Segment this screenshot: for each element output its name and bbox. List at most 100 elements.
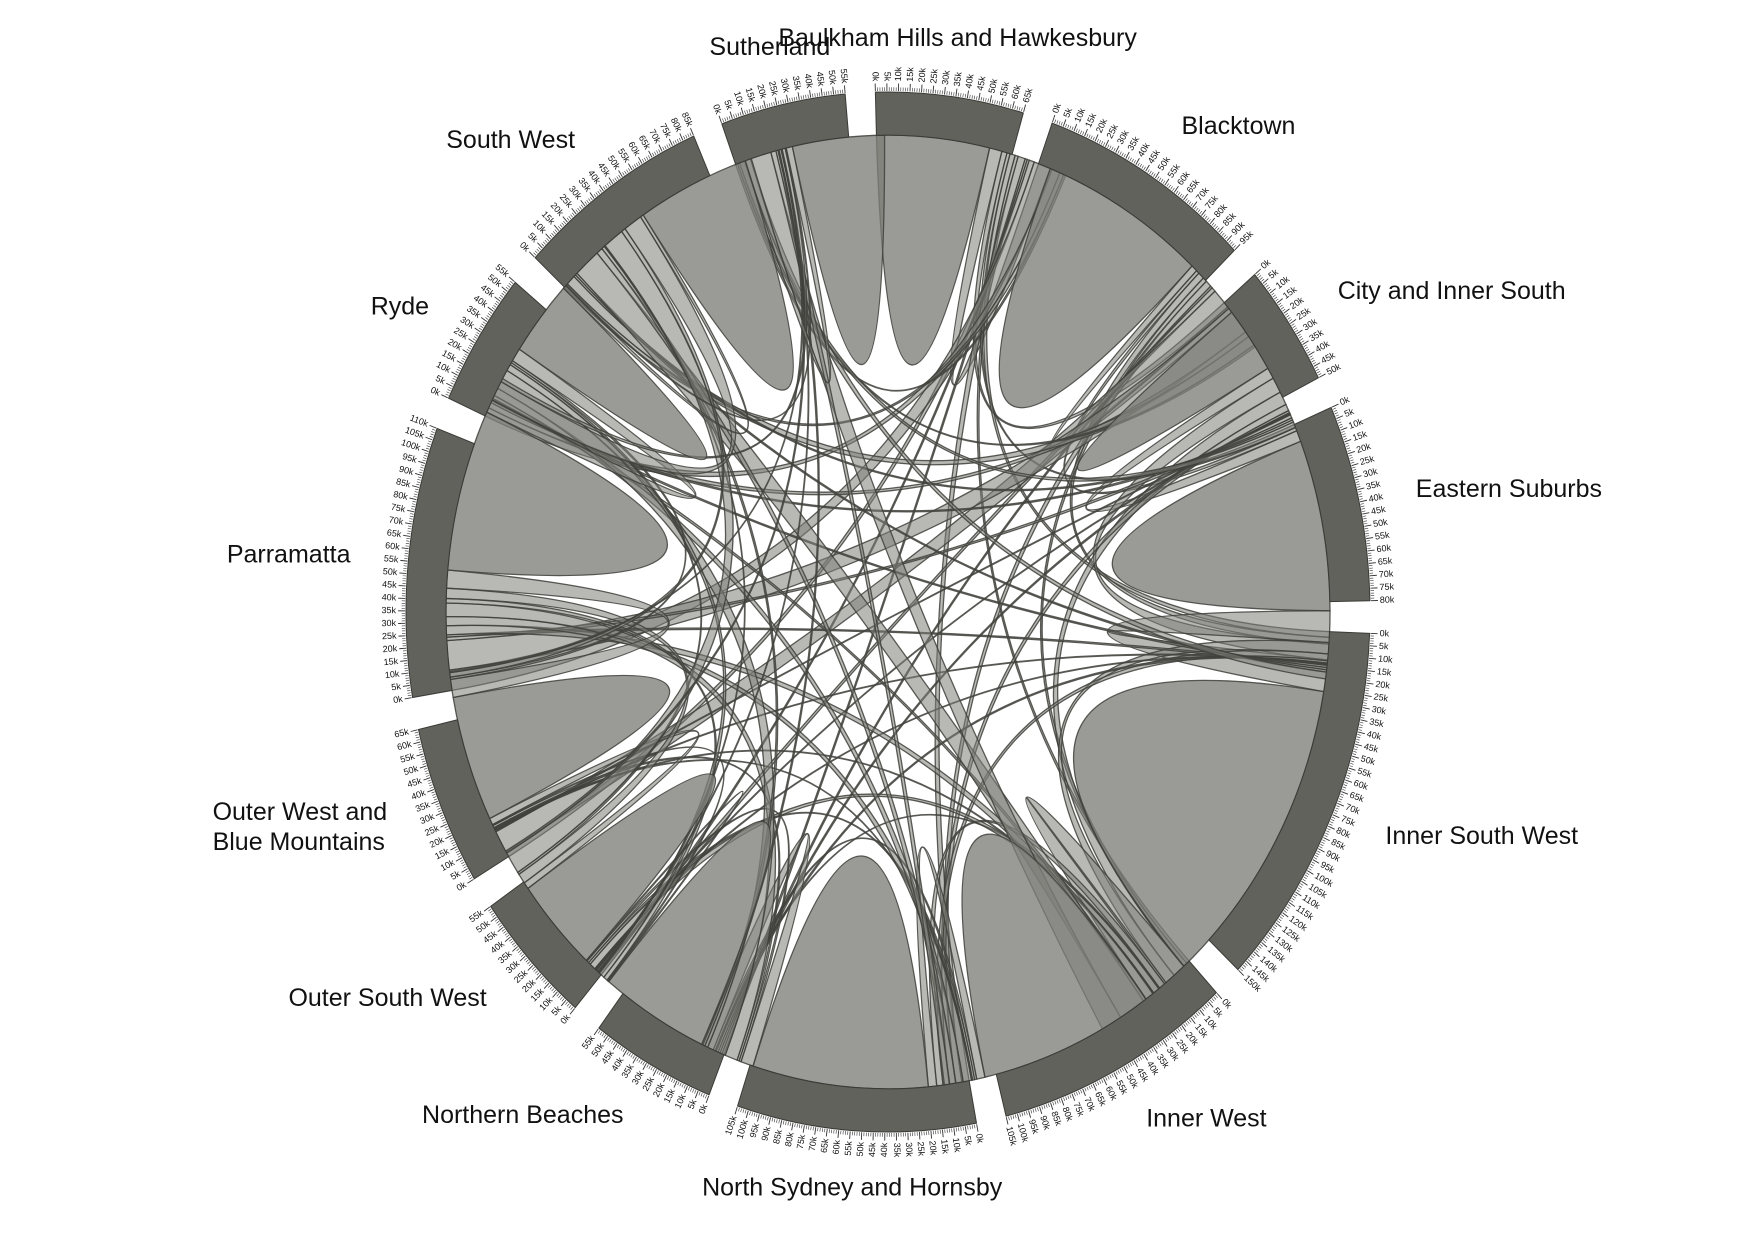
tick-label: 30k	[940, 69, 952, 85]
tick-label: 45k	[867, 1142, 877, 1157]
tick-mark	[1363, 708, 1370, 709]
tick-mark	[400, 560, 407, 561]
tick-mark	[646, 157, 648, 160]
tick-mark	[441, 817, 444, 818]
tick-mark	[609, 1039, 611, 1042]
tick-mark	[752, 104, 754, 111]
tick-mark	[469, 877, 472, 879]
tick-mark	[1184, 1024, 1186, 1027]
tick-label: 50k	[1372, 517, 1388, 529]
tick-mark	[628, 168, 630, 171]
tick-mark	[683, 136, 684, 139]
tick-mark	[585, 202, 587, 205]
tick-mark	[749, 109, 750, 113]
tick-mark	[1140, 1057, 1142, 1060]
tick-mark	[537, 249, 539, 252]
tick-mark	[787, 95, 788, 102]
tick-mark	[1355, 746, 1358, 747]
tick-label: 50k	[986, 77, 999, 94]
tick-mark	[1361, 720, 1368, 722]
tick-mark	[545, 240, 547, 243]
tick-label: 0k	[711, 103, 724, 116]
tick-mark	[1091, 1085, 1092, 1088]
tick-mark	[512, 943, 515, 945]
tick-mark	[409, 519, 412, 520]
tick-mark	[826, 1129, 827, 1137]
tick-mark	[1340, 796, 1343, 797]
tick-mark	[701, 1093, 702, 1096]
tick-mark	[706, 1096, 709, 1103]
tick-mark	[446, 394, 449, 396]
tick-mark	[690, 1088, 691, 1091]
tick-mark	[1362, 513, 1369, 514]
tick-mark	[667, 1076, 669, 1079]
tick-mark	[844, 85, 845, 93]
tick-mark	[422, 460, 425, 461]
tick-mark	[1350, 460, 1353, 461]
tick-mark	[510, 281, 513, 283]
tick-mark	[1029, 1110, 1031, 1117]
tick-mark	[1332, 817, 1335, 818]
tick-mark	[653, 1068, 655, 1071]
tick-mark	[1258, 275, 1261, 277]
tick-mark	[661, 1073, 663, 1076]
tick-mark	[760, 106, 761, 110]
tick-label: 5k	[449, 868, 463, 882]
tick-mark	[1351, 758, 1354, 759]
segment-label: South West	[446, 126, 575, 154]
tick-mark	[613, 179, 615, 182]
tick-mark	[546, 234, 551, 239]
tick-mark	[654, 152, 656, 155]
tick-mark	[430, 787, 433, 788]
tick-mark	[663, 147, 665, 150]
tick-mark	[1359, 496, 1362, 497]
tick-mark	[413, 742, 420, 744]
tick-mark	[479, 328, 482, 330]
tick-mark	[410, 498, 417, 500]
tick-label: 50k	[383, 566, 399, 577]
tick-mark	[850, 1131, 851, 1139]
tick-mark	[684, 1085, 685, 1088]
tick-mark	[1333, 408, 1336, 409]
tick-mark	[1080, 131, 1081, 134]
tick-mark	[1351, 462, 1354, 463]
tick-mark	[1126, 1065, 1128, 1068]
tick-mark	[1251, 956, 1254, 958]
tick-mark	[1273, 295, 1276, 297]
tick-mark	[1305, 875, 1308, 877]
tick-mark	[451, 840, 454, 842]
tick-mark	[534, 969, 537, 972]
tick-mark	[426, 775, 429, 776]
tick-mark	[1336, 416, 1343, 419]
tick-mark	[428, 782, 431, 783]
tick-mark	[1304, 877, 1307, 879]
tick-mark	[1357, 737, 1360, 738]
tick-mark	[1298, 334, 1301, 336]
tick-mark	[1138, 1058, 1140, 1061]
tick-label: 75k	[795, 1133, 807, 1150]
tick-mark	[690, 133, 691, 136]
tick-mark	[571, 1007, 573, 1010]
tick-mark	[558, 995, 560, 998]
tick-mark	[1134, 160, 1136, 163]
tick-mark	[428, 780, 431, 781]
tick-mark	[1342, 789, 1345, 790]
tick-mark	[1052, 115, 1054, 122]
tick-mark	[558, 226, 560, 229]
tick-mark	[1347, 450, 1350, 451]
tick-mark	[626, 170, 628, 173]
tick-mark	[557, 994, 559, 997]
tick-label: 15k	[905, 67, 916, 82]
tick-mark	[1120, 1069, 1122, 1072]
tick-mark	[691, 128, 694, 135]
tick-mark	[450, 847, 456, 850]
tick-mark	[815, 93, 816, 97]
tick-mark	[965, 1126, 966, 1134]
tick-mark	[1278, 919, 1281, 921]
tick-mark	[442, 820, 445, 821]
tick-mark	[445, 835, 451, 838]
tick-mark	[432, 429, 435, 430]
tick-mark	[587, 200, 589, 203]
tick-mark	[414, 494, 417, 495]
